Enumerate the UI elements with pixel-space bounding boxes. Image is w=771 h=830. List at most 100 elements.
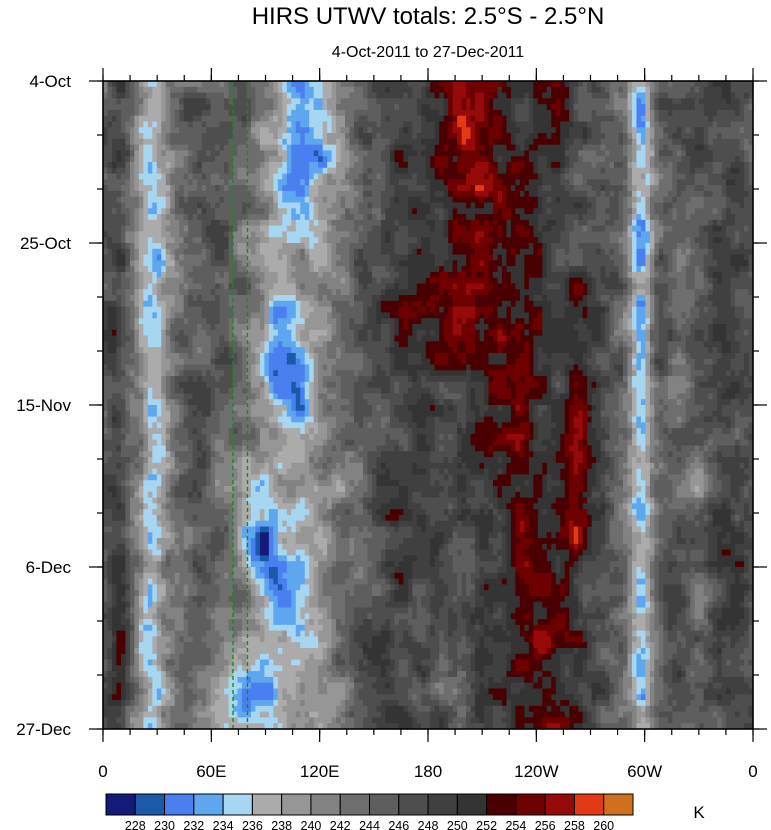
heatmap-cell [708,271,714,279]
heatmap-cell [605,196,611,204]
heatmap-cell [273,179,279,186]
heatmap-cell [600,167,606,175]
heatmap-cell [618,138,624,146]
heatmap-cell [210,190,216,198]
heatmap-cell [246,208,252,215]
heatmap-cell [703,173,709,180]
heatmap-cell [371,248,378,256]
heatmap-cell [309,127,315,134]
heatmap-cell [107,121,113,128]
heatmap-cell [479,196,485,204]
heatmap-cell [268,144,274,152]
heatmap-cell [183,127,189,134]
heatmap-cell [658,86,664,94]
heatmap-cell [645,98,651,105]
heatmap-cell [385,190,391,198]
heatmap-cell [501,86,508,94]
heatmap-cell [573,243,579,250]
heatmap-cell [304,92,310,99]
heatmap-cell [398,162,404,169]
heatmap-cell [551,92,557,99]
heatmap-cell [546,133,552,140]
heatmap-cell [690,127,696,134]
heatmap-cell [555,214,561,221]
heatmap-cell [385,81,391,88]
heatmap-cell [537,248,543,256]
heatmap-cell [268,104,274,111]
heatmap-cell [587,179,593,186]
heatmap-cell [573,115,579,123]
heatmap-cell [215,173,221,180]
heatmap-cell [228,167,234,175]
heatmap-cell [327,156,333,163]
heatmap-cell [156,127,162,134]
heatmap-cell [618,115,624,123]
heatmap-cell [134,115,140,123]
heatmap-cell [286,173,292,180]
heatmap-cell [322,202,328,209]
heatmap-cell [685,254,691,261]
heatmap-cell [282,138,288,146]
heatmap-cell [331,173,337,180]
heatmap-cell [336,214,342,221]
heatmap-cell [546,225,552,233]
heatmap-cell [623,190,629,198]
heatmap-cell [654,156,660,163]
heatmap-cell [183,86,189,94]
heatmap-cell [501,214,508,221]
heatmap-cell [685,144,691,152]
heatmap-cell [560,156,566,163]
heatmap-cell [197,237,203,244]
heatmap-cell [237,115,243,123]
heatmap-cell [210,277,216,285]
heatmap-cell [340,219,346,227]
heatmap-cell [286,266,292,273]
heatmap-cell [147,225,153,233]
heatmap-cell [416,196,422,204]
heatmap-cell [201,109,207,117]
heatmap-cell [403,190,409,198]
heatmap-cell [452,133,458,140]
heatmap-cell [268,121,274,128]
heatmap-cell [322,109,328,117]
heatmap-cell [389,208,395,215]
heatmap-cell [681,266,687,273]
heatmap-cell [744,196,750,204]
heatmap-cell [170,196,176,204]
heatmap-cell [421,243,427,250]
heatmap-cell [336,162,342,169]
heatmap-cell [268,179,274,186]
heatmap-cell [129,185,135,192]
heatmap-cell [636,127,642,134]
heatmap-cell [363,190,369,198]
heatmap-cell [493,138,499,146]
heatmap-cell [681,81,687,88]
heatmap-cell [215,121,221,128]
heatmap-cell [233,173,239,180]
heatmap-cell [376,98,382,105]
heatmap-cell [407,138,413,146]
heatmap-cell [735,115,741,123]
heatmap-cell [708,127,714,134]
heatmap-cell [322,190,328,198]
heatmap-cell [721,196,727,204]
heatmap-cell [439,271,445,279]
heatmap-cell [233,133,239,140]
heatmap-cell [573,185,579,192]
heatmap-cell [726,156,732,163]
heatmap-cell [107,208,113,215]
heatmap-cell [546,92,552,99]
heatmap-cell [264,92,270,99]
heatmap-cell [690,266,696,273]
heatmap-cell [188,167,194,175]
heatmap-cell [609,133,615,140]
heatmap-cell [600,92,606,99]
heatmap-cell [721,254,727,261]
heatmap-cell [206,150,212,157]
heatmap-cell [685,121,691,128]
heatmap-cell [291,254,297,261]
heatmap-cell [255,179,261,186]
heatmap-cell [452,127,458,134]
heatmap-cell [600,231,606,238]
heatmap-cell [735,214,741,221]
